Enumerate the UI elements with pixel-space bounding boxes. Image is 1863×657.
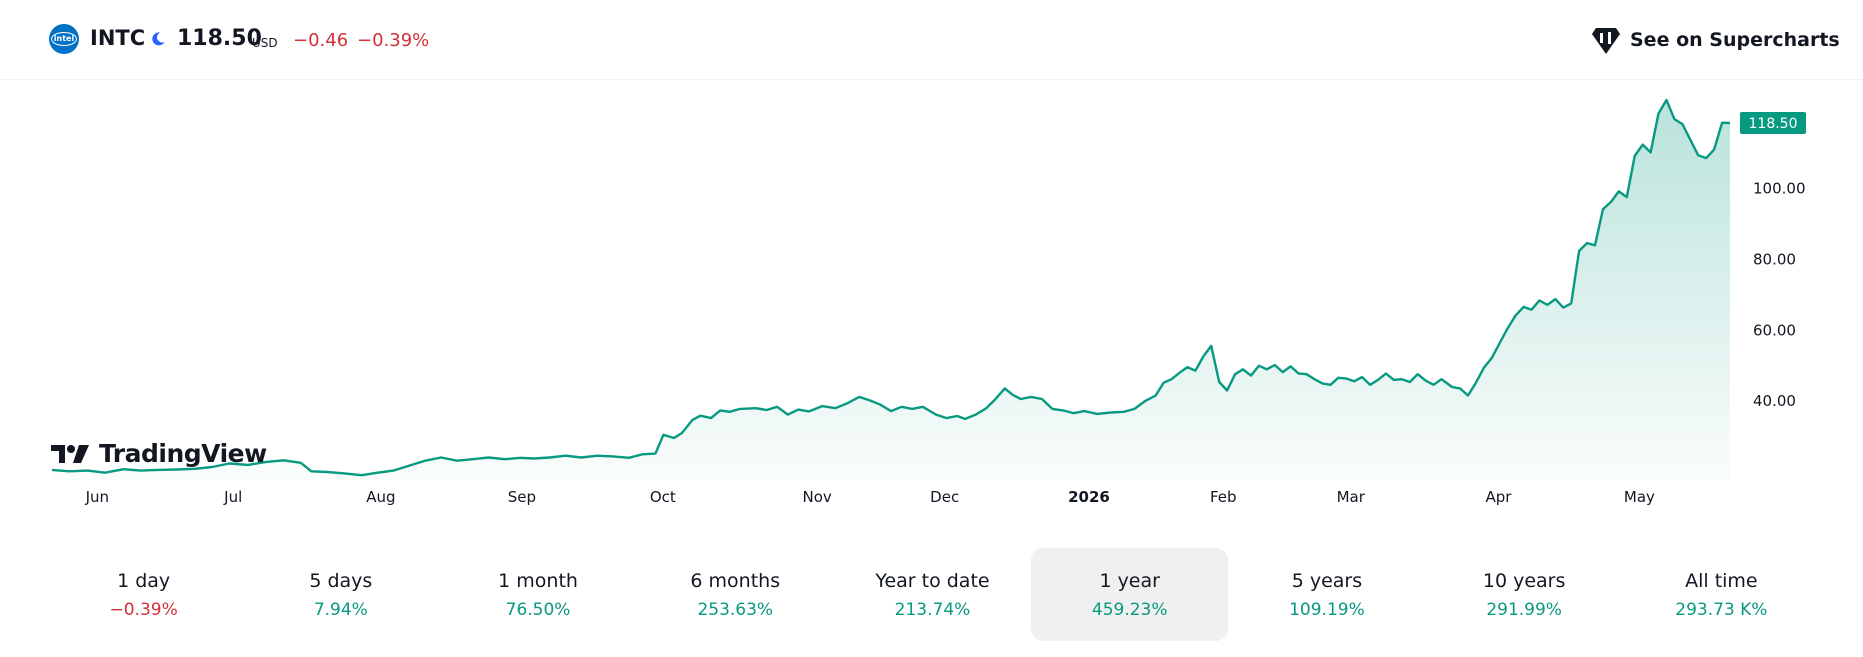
period-option-6-months[interactable]: 6 months 253.63% <box>637 548 834 641</box>
x-axis-tick-label: Nov <box>803 488 832 506</box>
x-axis-tick-label: Aug <box>366 488 395 506</box>
supercharts-label: See on Supercharts <box>1630 29 1840 51</box>
last-price: 118.50 <box>177 26 262 51</box>
period-change-value: 213.74% <box>894 599 971 620</box>
price-area-fill <box>52 100 1730 480</box>
period-option-1-year[interactable]: 1 year 459.23% <box>1031 548 1229 641</box>
period-option-all-time[interactable]: All time 293.73 K% <box>1623 548 1820 641</box>
period-label: 1 day <box>117 569 171 592</box>
period-label: Year to date <box>875 569 990 592</box>
header-bar: intel INTC 118.50 USD −0.46 −0.39% See o… <box>0 0 1863 80</box>
x-axis-tick-label: Oct <box>650 488 676 506</box>
period-label: 5 years <box>1291 569 1363 592</box>
period-change-value: 459.23% <box>1091 599 1168 620</box>
tradingview-wordmark: TradingView <box>99 439 267 468</box>
period-label: 6 months <box>690 569 781 592</box>
price-line <box>51 98 1731 477</box>
x-axis-tick-label: 2026 <box>1068 488 1110 506</box>
x-axis-tick-label: May <box>1624 488 1655 506</box>
period-option-1-month[interactable]: 1 month 76.50% <box>439 548 636 641</box>
y-axis-tick-label: 40.00 <box>1753 392 1796 410</box>
price-change: −0.46 <box>293 30 349 51</box>
y-axis-tick-label: 60.00 <box>1753 321 1796 339</box>
period-change-value: 109.19% <box>1289 599 1365 620</box>
last-price-tag-label: 118.50 <box>1749 116 1798 132</box>
intel-logo: intel <box>49 24 79 54</box>
period-selector: 1 day −0.39% 5 days 7.94% 1 month 76.50% 6 mon… <box>45 548 1820 641</box>
period-option-5-days[interactable]: 5 days 7.94% <box>242 548 439 641</box>
x-axis-tick-label: Sep <box>508 488 536 506</box>
period-label: 10 years <box>1482 569 1566 592</box>
x-axis-tick-label: Apr <box>1485 488 1512 506</box>
period-label: 5 days <box>309 569 373 592</box>
period-label: 1 month <box>498 569 578 592</box>
period-change-value: 253.63% <box>697 599 774 620</box>
last-price-tag <box>1740 112 1806 135</box>
x-axis-tick-label: Mar <box>1337 488 1366 506</box>
tradingview-logo-icon <box>51 444 89 463</box>
supercharts-icon <box>1592 28 1620 54</box>
period-change-value: 76.50% <box>505 599 571 620</box>
period-option-year-to-date[interactable]: Year to date 213.74% <box>834 548 1031 641</box>
moon-icon <box>152 32 165 46</box>
see-on-supercharts-button[interactable]: See on Supercharts <box>1590 22 1840 58</box>
x-axis-tick-label: Feb <box>1210 488 1237 506</box>
price-change-percent: −0.39% <box>357 30 430 51</box>
price-chart[interactable]: 40.00 60.00 80.00 100.00 118.50 Jun Jul Aug Sep… <box>0 80 1863 520</box>
period-change-value: 293.73 K% <box>1675 599 1768 620</box>
period-option-1-day[interactable]: 1 day −0.39% <box>45 548 242 641</box>
period-option-5-years[interactable]: 5 years 109.19% <box>1228 548 1425 641</box>
y-axis-tick-label: 100.00 <box>1753 180 1806 198</box>
x-axis-tick-label: Dec <box>930 488 959 506</box>
y-axis-tick-label: 80.00 <box>1753 250 1796 268</box>
period-label: 1 year <box>1099 569 1160 592</box>
period-change-value: 7.94% <box>313 599 368 620</box>
period-change-value: 291.99% <box>1486 599 1562 620</box>
period-change-value: −0.39% <box>109 599 178 620</box>
intel-logo-text: intel <box>50 32 78 46</box>
x-axis-tick-label: Jul <box>223 488 242 506</box>
currency-label: USD <box>252 36 278 50</box>
x-axis-tick-label: Jun <box>85 488 109 506</box>
tradingview-watermark: TradingView <box>51 439 267 468</box>
symbol-ticker[interactable]: INTC <box>90 26 146 50</box>
period-option-10-years[interactable]: 10 years 291.99% <box>1426 548 1623 641</box>
period-label: All time <box>1685 569 1758 592</box>
